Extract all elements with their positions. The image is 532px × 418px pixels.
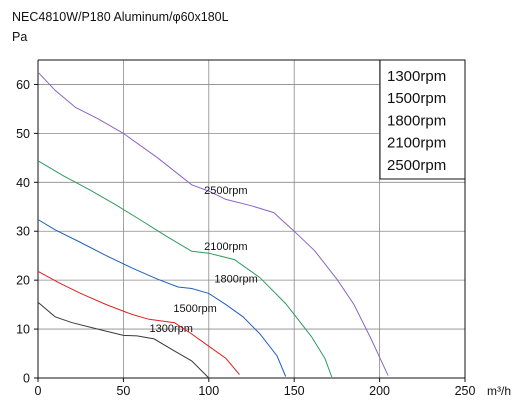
y-tick-label: 50 (16, 127, 30, 141)
series-label: 1800rpm (214, 274, 257, 286)
x-tick-label: 200 (369, 384, 390, 398)
y-tick-label: 20 (16, 274, 30, 288)
x-tick-label: 50 (116, 384, 130, 398)
legend-entry: 1800rpm (387, 112, 446, 129)
x-axis-unit: m³/h (487, 384, 511, 398)
y-tick-label: 10 (16, 323, 30, 337)
y-tick-label: 60 (16, 78, 30, 92)
series-line (37, 71, 389, 376)
x-tick-label: 0 (35, 384, 42, 398)
chart-title: NEC4810W/P180 Aluminum/φ60x180L (12, 10, 229, 24)
legend-entry: 2100rpm (387, 135, 446, 152)
series-label: 1300rpm (150, 323, 193, 335)
series-label: 2500rpm (204, 185, 247, 197)
legend-entry: 1500rpm (387, 90, 446, 107)
y-tick-label: 30 (16, 225, 30, 239)
x-tick-label: 250 (455, 384, 476, 398)
series-line (37, 270, 240, 375)
x-tick-label: 150 (284, 384, 305, 398)
x-tick-label: 100 (198, 384, 219, 398)
series-label: 2100rpm (204, 241, 247, 253)
legend-entry: 2500rpm (387, 157, 446, 174)
series-label: 1500rpm (173, 303, 216, 315)
legend-box (379, 59, 466, 180)
legend-entry: 1300rpm (387, 68, 446, 85)
series-line (37, 301, 210, 379)
series-line (37, 160, 333, 378)
y-tick-label: 0 (23, 372, 30, 386)
series-line (37, 219, 287, 377)
y-tick-label: 40 (16, 176, 30, 190)
y-axis-unit: Pa (12, 30, 28, 44)
